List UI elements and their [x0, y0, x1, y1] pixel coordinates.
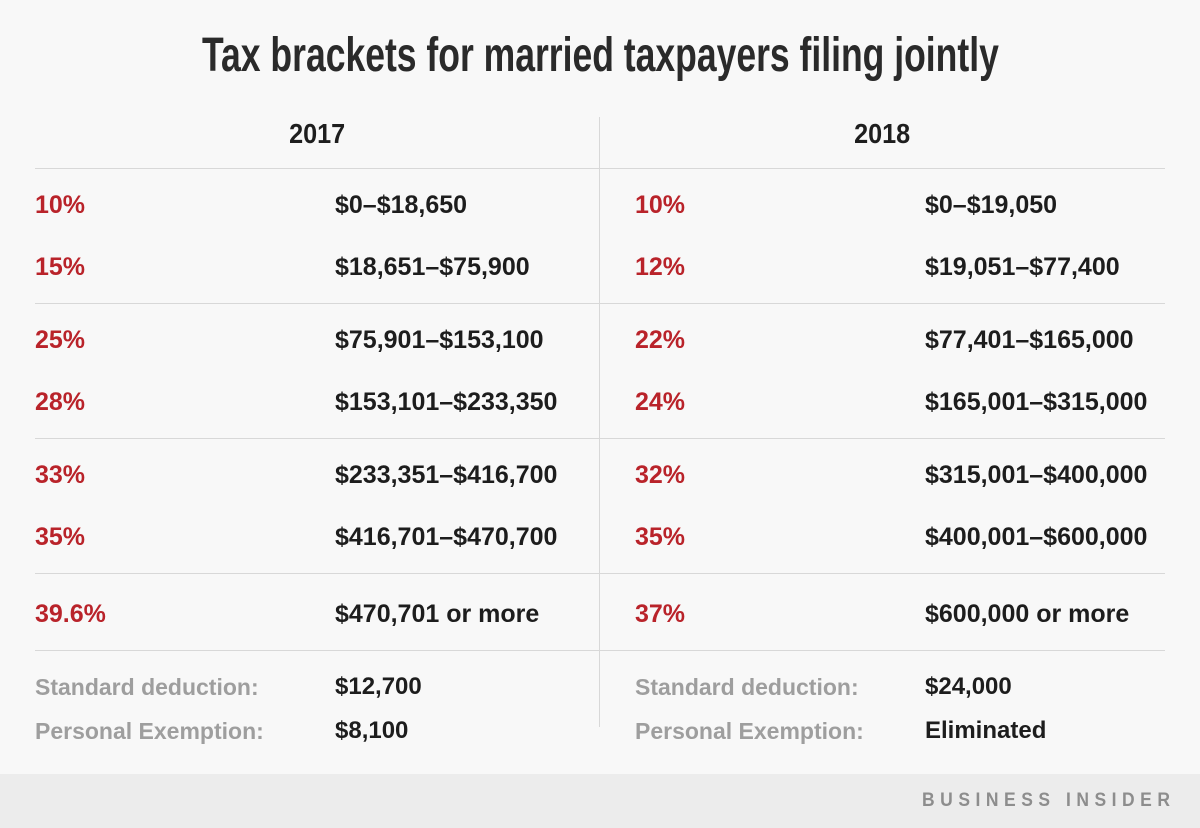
tax-rate: 32%	[635, 460, 686, 489]
tax-brackets-table: 2017 2018 10% $0–$18,650 15% $18,651–$75…	[35, 100, 1165, 753]
income-range: $75,901–$153,100	[335, 325, 544, 354]
income-range: $0–$19,050	[925, 190, 1058, 219]
tax-rate: 12%	[635, 252, 686, 281]
tax-rate: 25%	[35, 325, 86, 354]
deductions-2017: Standard deduction: $12,700 Personal Exe…	[35, 665, 600, 753]
income-range: $315,001–$400,000	[925, 460, 1148, 489]
tax-rate: 24%	[635, 387, 686, 416]
page-title-text: Tax brackets for married taxpayers filin…	[201, 29, 999, 82]
table-row: 35% $400,001–$600,000	[635, 506, 1165, 568]
standard-deduction-row: Standard deduction: $24,000	[635, 665, 1165, 709]
bracket-group-3: 33% $233,351–$416,700 35% $416,701–$470,…	[35, 439, 1165, 574]
table-row: 33% $233,351–$416,700	[35, 444, 600, 506]
income-range: $18,651–$75,900	[335, 252, 530, 281]
bracket-group-3-2017: 33% $233,351–$416,700 35% $416,701–$470,…	[35, 444, 600, 568]
bracket-group-1: 10% $0–$18,650 15% $18,651–$75,900 10% $…	[35, 169, 1165, 304]
page-title: Tax brackets for married taxpayers filin…	[0, 28, 1200, 83]
table-row: 37% $600,000 or more	[635, 583, 1165, 645]
personal-exemption-value: $8,100	[335, 717, 409, 744]
bracket-group-3-2018: 32% $315,001–$400,000 35% $400,001–$600,…	[600, 444, 1165, 568]
personal-exemption-row: Personal Exemption: $8,100	[35, 709, 600, 753]
tax-rate: 10%	[35, 190, 86, 219]
standard-deduction-label: Standard deduction:	[635, 673, 859, 700]
table-row: 25% $75,901–$153,100	[35, 309, 600, 371]
income-range: $470,701 or more	[335, 599, 540, 628]
table-row: 28% $153,101–$233,350	[35, 371, 600, 433]
income-range: $153,101–$233,350	[335, 387, 558, 416]
bracket-group-1-2017: 10% $0–$18,650 15% $18,651–$75,900	[35, 174, 600, 298]
personal-exemption-label: Personal Exemption:	[35, 717, 264, 744]
table-row: 12% $19,051–$77,400	[635, 236, 1165, 298]
table-row: 10% $0–$18,650	[35, 174, 600, 236]
income-range: $19,051–$77,400	[925, 252, 1120, 281]
tax-rate: 35%	[635, 522, 686, 551]
table-header-row: 2017 2018	[35, 100, 1165, 169]
income-range: $233,351–$416,700	[335, 460, 558, 489]
bracket-group-1-2018: 10% $0–$19,050 12% $19,051–$77,400	[600, 174, 1165, 298]
table-row: 15% $18,651–$75,900	[35, 236, 600, 298]
income-range: $600,000 or more	[925, 599, 1130, 628]
table-row: 32% $315,001–$400,000	[635, 444, 1165, 506]
bracket-group-4: 39.6% $470,701 or more 37% $600,000 or m…	[35, 574, 1165, 651]
column-divider-line	[599, 117, 600, 727]
bracket-group-4-2018: 37% $600,000 or more	[600, 583, 1165, 645]
bracket-group-2-2018: 22% $77,401–$165,000 24% $165,001–$315,0…	[600, 309, 1165, 433]
bracket-group-4-2017: 39.6% $470,701 or more	[35, 583, 600, 645]
income-range: $0–$18,650	[335, 190, 468, 219]
table-row: 39.6% $470,701 or more	[35, 583, 600, 645]
footer-bar: BUSINESS INSIDER	[0, 774, 1200, 828]
standard-deduction-label: Standard deduction:	[35, 673, 259, 700]
tax-rate: 35%	[35, 522, 86, 551]
bracket-group-2: 25% $75,901–$153,100 28% $153,101–$233,3…	[35, 304, 1165, 439]
table-row: 24% $165,001–$315,000	[635, 371, 1165, 433]
deductions-2018: Standard deduction: $24,000 Personal Exe…	[600, 665, 1165, 753]
tax-rate: 37%	[635, 599, 686, 628]
table-row: 22% $77,401–$165,000	[635, 309, 1165, 371]
tax-rate: 22%	[635, 325, 686, 354]
table-row: 10% $0–$19,050	[635, 174, 1165, 236]
income-range: $400,001–$600,000	[925, 522, 1148, 551]
deductions-section: Standard deduction: $12,700 Personal Exe…	[35, 651, 1165, 753]
personal-exemption-row: Personal Exemption: Eliminated	[635, 709, 1165, 753]
table-row: 35% $416,701–$470,700	[35, 506, 600, 568]
income-range: $416,701–$470,700	[335, 522, 558, 551]
tax-rate: 10%	[635, 190, 686, 219]
column-header-2017: 2017	[289, 118, 346, 149]
tax-rate: 15%	[35, 252, 86, 281]
standard-deduction-row: Standard deduction: $12,700	[35, 665, 600, 709]
income-range: $165,001–$315,000	[925, 387, 1148, 416]
tax-rate: 39.6%	[35, 599, 106, 628]
personal-exemption-value: Eliminated	[925, 717, 1047, 744]
income-range: $77,401–$165,000	[925, 325, 1134, 354]
personal-exemption-label: Personal Exemption:	[635, 717, 864, 744]
tax-rate: 28%	[35, 387, 86, 416]
standard-deduction-value: $24,000	[925, 673, 1012, 700]
bracket-group-2-2017: 25% $75,901–$153,100 28% $153,101–$233,3…	[35, 309, 600, 433]
business-insider-wordmark: BUSINESS INSIDER	[921, 790, 1175, 811]
standard-deduction-value: $12,700	[335, 673, 422, 700]
tax-rate: 33%	[35, 460, 86, 489]
column-header-2018: 2018	[854, 118, 911, 149]
